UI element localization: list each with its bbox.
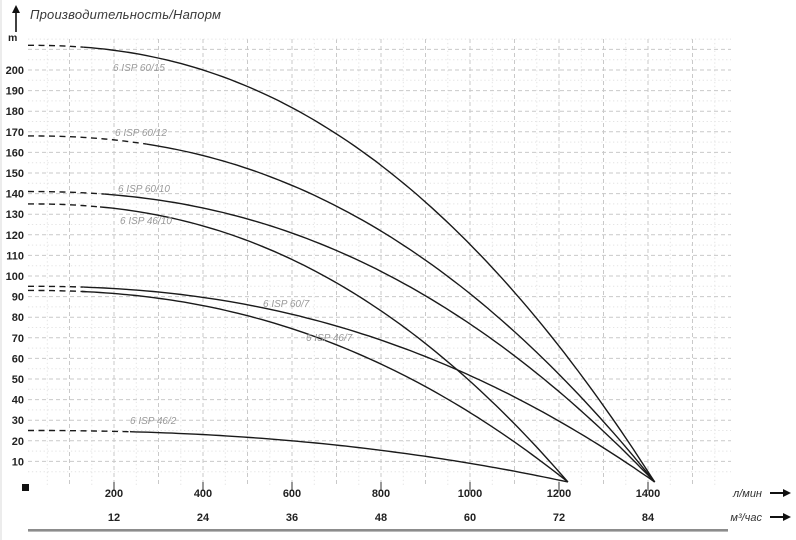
origin-marker	[22, 484, 29, 491]
x-tick-label-m3h: 84	[642, 512, 655, 524]
x-tick-label-m3h: 72	[553, 512, 565, 524]
pump-curve-dashed-segment	[28, 429, 131, 433]
y-tick-label: 150	[6, 168, 24, 180]
x-tick-label-lmin: 600	[283, 488, 301, 500]
y-tick-label: 40	[12, 395, 24, 407]
pump-curve	[104, 193, 656, 483]
pump-curve-dashed-segment	[27, 190, 105, 195]
x-tick-label-m3h: 60	[464, 512, 476, 524]
up-arrow-icon	[12, 5, 20, 32]
pump-curve-dashed-segment	[28, 135, 147, 145]
x-tick-label-lmin: 400	[194, 488, 212, 500]
y-tick-label: 80	[12, 312, 24, 324]
curve-label: 6 ISP 60/12	[115, 128, 167, 139]
chart-title: Производительность/Напорм	[30, 7, 222, 22]
flow-unit-label: л/мин	[732, 488, 762, 500]
x-tick-label-m3h: 36	[286, 512, 298, 524]
y-tick-label: 30	[12, 415, 24, 427]
y-tick-label: 10	[12, 456, 24, 468]
right-arrow-icon	[783, 489, 791, 497]
y-axis-unit-label: m	[8, 32, 18, 44]
y-tick-label: 170	[6, 127, 24, 139]
y-tick-label: 120	[6, 230, 24, 242]
page-left-edge	[0, 0, 2, 540]
pump-curve	[99, 206, 569, 483]
y-tick-label: 130	[6, 209, 24, 221]
x-tick-label-lmin: 200	[105, 488, 123, 500]
pump-curve	[83, 286, 656, 483]
y-tick-label: 100	[6, 271, 24, 283]
x-tick-label-m3h: 12	[108, 512, 120, 524]
pump-curve-dashed-segment	[28, 289, 89, 293]
y-tick-label: 90	[12, 292, 24, 304]
y-tick-label: 190	[6, 86, 24, 98]
right-arrow-icon	[783, 513, 791, 521]
pump-curve-dashed-segment	[28, 44, 84, 48]
x-tick-label-lmin: 1000	[458, 488, 482, 500]
y-tick-label: 180	[6, 106, 24, 118]
pump-curve-dashed-segment	[28, 203, 101, 208]
pump-curve	[129, 431, 569, 483]
flow-unit-label: м³/час	[730, 512, 762, 524]
pump-curve	[146, 143, 656, 483]
y-tick-label: 50	[12, 374, 24, 386]
curve-label: 6 ISP 46/7	[306, 333, 353, 344]
curve-label: 6 ISP 60/10	[118, 184, 170, 195]
pump-curve	[83, 46, 656, 483]
x-tick-label-lmin: 1400	[636, 488, 660, 500]
y-tick-label: 70	[12, 333, 24, 345]
y-tick-label: 140	[6, 189, 24, 201]
x-tick-label-m3h: 24	[197, 512, 210, 524]
pump-curve	[81, 290, 569, 483]
curve-label: 6 ISP 60/15	[113, 63, 165, 74]
pump-curve-dashed-segment	[28, 285, 84, 288]
curve-label: 6 ISP 60/7	[263, 299, 310, 310]
y-tick-label: 160	[6, 147, 24, 159]
x-tick-label-lmin: 1200	[547, 488, 571, 500]
x-tick-label-lmin: 800	[372, 488, 390, 500]
curve-label: 6 ISP 46/2	[130, 416, 177, 427]
x-tick-label-m3h: 48	[375, 512, 387, 524]
curve-label: 6 ISP 46/10	[120, 216, 172, 227]
y-tick-label: 60	[12, 353, 24, 365]
y-tick-label: 110	[6, 250, 24, 262]
y-tick-label: 20	[12, 436, 24, 448]
y-tick-label: 200	[6, 65, 24, 77]
bottom-rule	[28, 529, 728, 532]
